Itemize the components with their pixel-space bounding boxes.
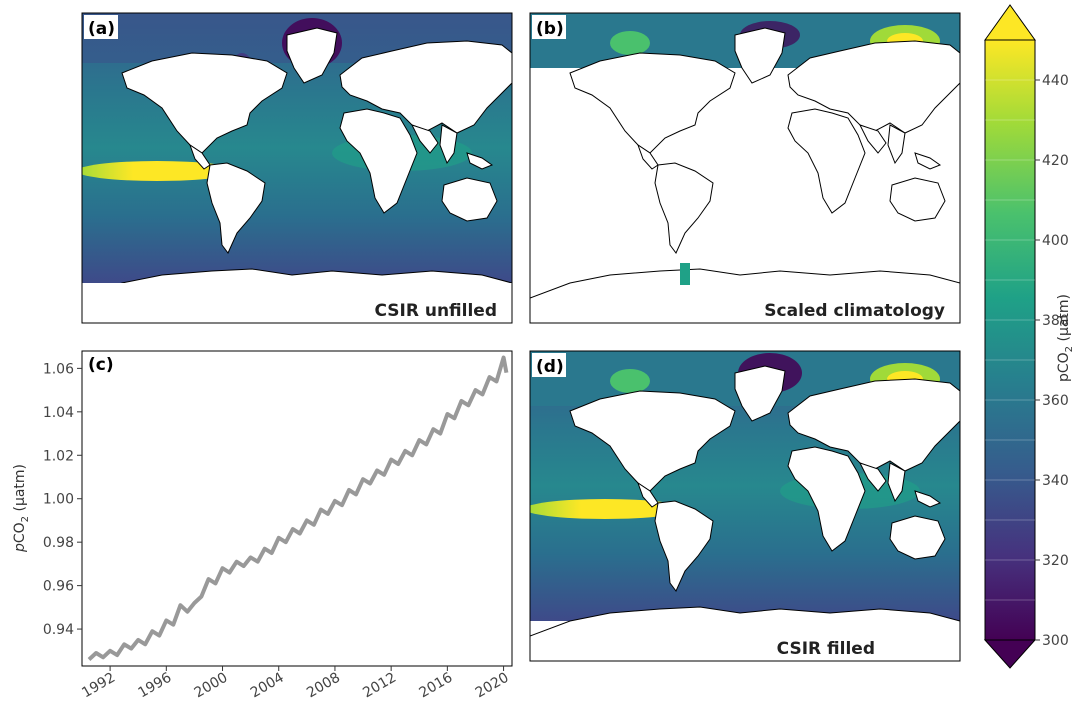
colorbar-extend-top bbox=[984, 4, 1036, 41]
colorbar-body bbox=[984, 39, 1036, 641]
x-tick-label: 2012 bbox=[360, 670, 399, 702]
plot-area bbox=[81, 350, 513, 667]
x-axis-ticks: 1992 1996 2000 2004 2008 2012 2016 2020 bbox=[79, 666, 512, 702]
y-tick-label: 1.00 bbox=[43, 492, 74, 508]
panel-a-title: CSIR unfilled bbox=[374, 301, 497, 321]
panel-d-label: (d) bbox=[536, 357, 564, 377]
x-tick-label: 2004 bbox=[248, 670, 287, 702]
y-axis-ticks: 0.94 0.96 0.98 1.00 1.02 1.04 1.06 bbox=[43, 361, 82, 638]
colorbar-tick-label: 440 bbox=[1042, 73, 1069, 89]
y-axis-label: pCO2 (µatm) bbox=[12, 464, 31, 553]
y-tick-label: 1.04 bbox=[43, 405, 74, 421]
y-tick-label: 0.96 bbox=[43, 579, 74, 595]
panel-c-label: (c) bbox=[88, 355, 114, 375]
colorbar: 300 320 340 360 380 400 420 440 pCO2 (µatm) bbox=[983, 4, 1072, 669]
colorbar-tick-label: 360 bbox=[1042, 393, 1069, 409]
series-line bbox=[87, 355, 509, 661]
x-tick-label: 2020 bbox=[473, 670, 512, 702]
colorbar-tick-label: 320 bbox=[1042, 553, 1069, 569]
panel-b: (b) Scaled climatology bbox=[529, 12, 961, 324]
panel-a-label: (a) bbox=[88, 19, 115, 39]
panel-c: (c) 0.940.960.981.001.021.041.06 1992 199… bbox=[12, 350, 513, 702]
panel-d: (d) CSIR filled bbox=[529, 350, 961, 662]
y-tick-label: 0.98 bbox=[43, 535, 74, 551]
y-tick-label: 1.06 bbox=[43, 361, 74, 377]
colorbar-extend-bottom bbox=[983, 639, 1037, 669]
panel-d-title: CSIR filled bbox=[777, 639, 875, 659]
x-tick-label: 2008 bbox=[304, 670, 343, 702]
colorbar-ticks: 300 320 340 360 380 400 420 440 bbox=[985, 73, 1069, 649]
y-tick-label: 0.94 bbox=[43, 622, 74, 638]
colorbar-tick-label: 420 bbox=[1042, 153, 1069, 169]
colorbar-label: pCO2 (µatm) bbox=[1056, 294, 1072, 382]
x-tick-label: 2000 bbox=[192, 670, 231, 702]
colorbar-tick-label: 340 bbox=[1042, 473, 1069, 489]
panel-b-title: Scaled climatology bbox=[764, 301, 945, 321]
panel-a: (a) CSIR unfilled bbox=[81, 12, 513, 324]
x-tick-label: 1996 bbox=[135, 670, 174, 702]
colorbar-tick-label: 400 bbox=[1042, 233, 1069, 249]
x-tick-label: 1992 bbox=[79, 670, 118, 702]
x-tick-label: 2016 bbox=[416, 670, 455, 702]
y-tick-label: 1.02 bbox=[43, 448, 74, 464]
colorbar-tick-label: 300 bbox=[1042, 633, 1069, 649]
panel-b-label: (b) bbox=[536, 19, 564, 39]
colorbar-tick-label: 380 bbox=[1042, 313, 1069, 329]
